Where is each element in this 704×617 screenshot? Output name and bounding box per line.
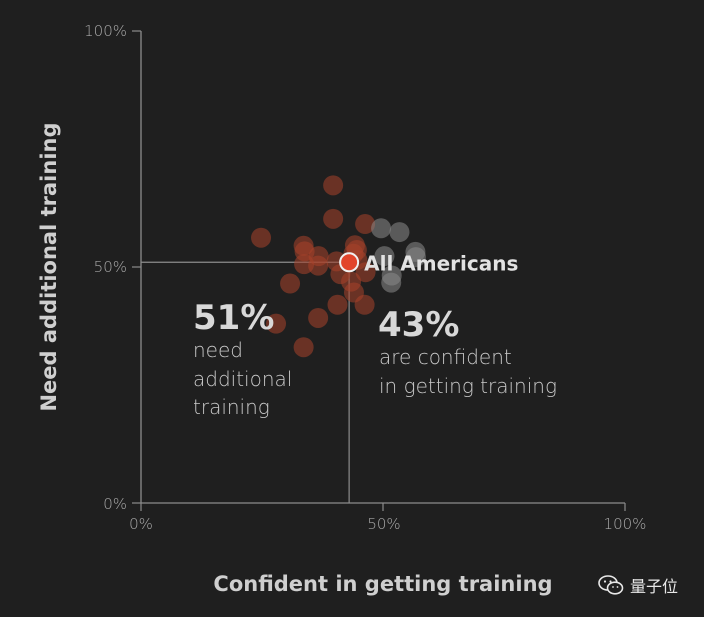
annotations: 51% need additional training 43% are con… bbox=[193, 298, 557, 419]
data-point bbox=[280, 273, 301, 294]
watermark-text: 量子位 bbox=[630, 577, 679, 596]
highlight-point bbox=[339, 252, 360, 273]
data-point bbox=[308, 255, 329, 276]
watermark: 量子位 bbox=[598, 573, 678, 597]
data-point bbox=[381, 272, 402, 293]
x-tick-label-100: 100% bbox=[604, 515, 647, 533]
data-point bbox=[293, 337, 314, 358]
wechat-icon bbox=[598, 575, 624, 595]
data-point bbox=[323, 175, 344, 196]
y-tick-label-50: 50% bbox=[94, 258, 127, 276]
highlight-label: All Americans bbox=[364, 251, 518, 275]
data-point bbox=[355, 262, 376, 283]
confident-line-2: in getting training bbox=[379, 374, 557, 398]
data-point bbox=[389, 222, 410, 243]
data-point bbox=[374, 246, 395, 267]
need-training-line-2: additional bbox=[193, 367, 292, 391]
data-point bbox=[327, 294, 348, 315]
x-tick-label-50: 50% bbox=[367, 515, 400, 533]
need-training-line-3: training bbox=[193, 395, 270, 419]
data-point bbox=[405, 247, 426, 268]
data-point bbox=[323, 208, 344, 229]
confident-value: 43% bbox=[378, 305, 459, 345]
confident-line-1: are confident bbox=[379, 345, 512, 369]
data-point bbox=[355, 214, 376, 235]
x-axis-title: Confident in getting training bbox=[213, 572, 552, 596]
y-tick-label-100: 100% bbox=[84, 22, 127, 40]
chart-axes: 100% 50% 0% 0% 50% 100% Confident in get… bbox=[37, 22, 646, 596]
data-point bbox=[371, 218, 392, 239]
need-training-value: 51% bbox=[193, 298, 274, 338]
y-tick-label-0: 0% bbox=[103, 495, 127, 513]
data-point bbox=[354, 294, 375, 315]
data-point bbox=[251, 227, 272, 248]
data-point bbox=[308, 307, 329, 328]
need-training-line-1: need bbox=[193, 338, 243, 362]
x-tick-label-0: 0% bbox=[129, 515, 153, 533]
y-axis-title: Need additional training bbox=[37, 122, 61, 411]
highlight-group: All Americans bbox=[339, 251, 518, 275]
data-point bbox=[266, 313, 287, 334]
